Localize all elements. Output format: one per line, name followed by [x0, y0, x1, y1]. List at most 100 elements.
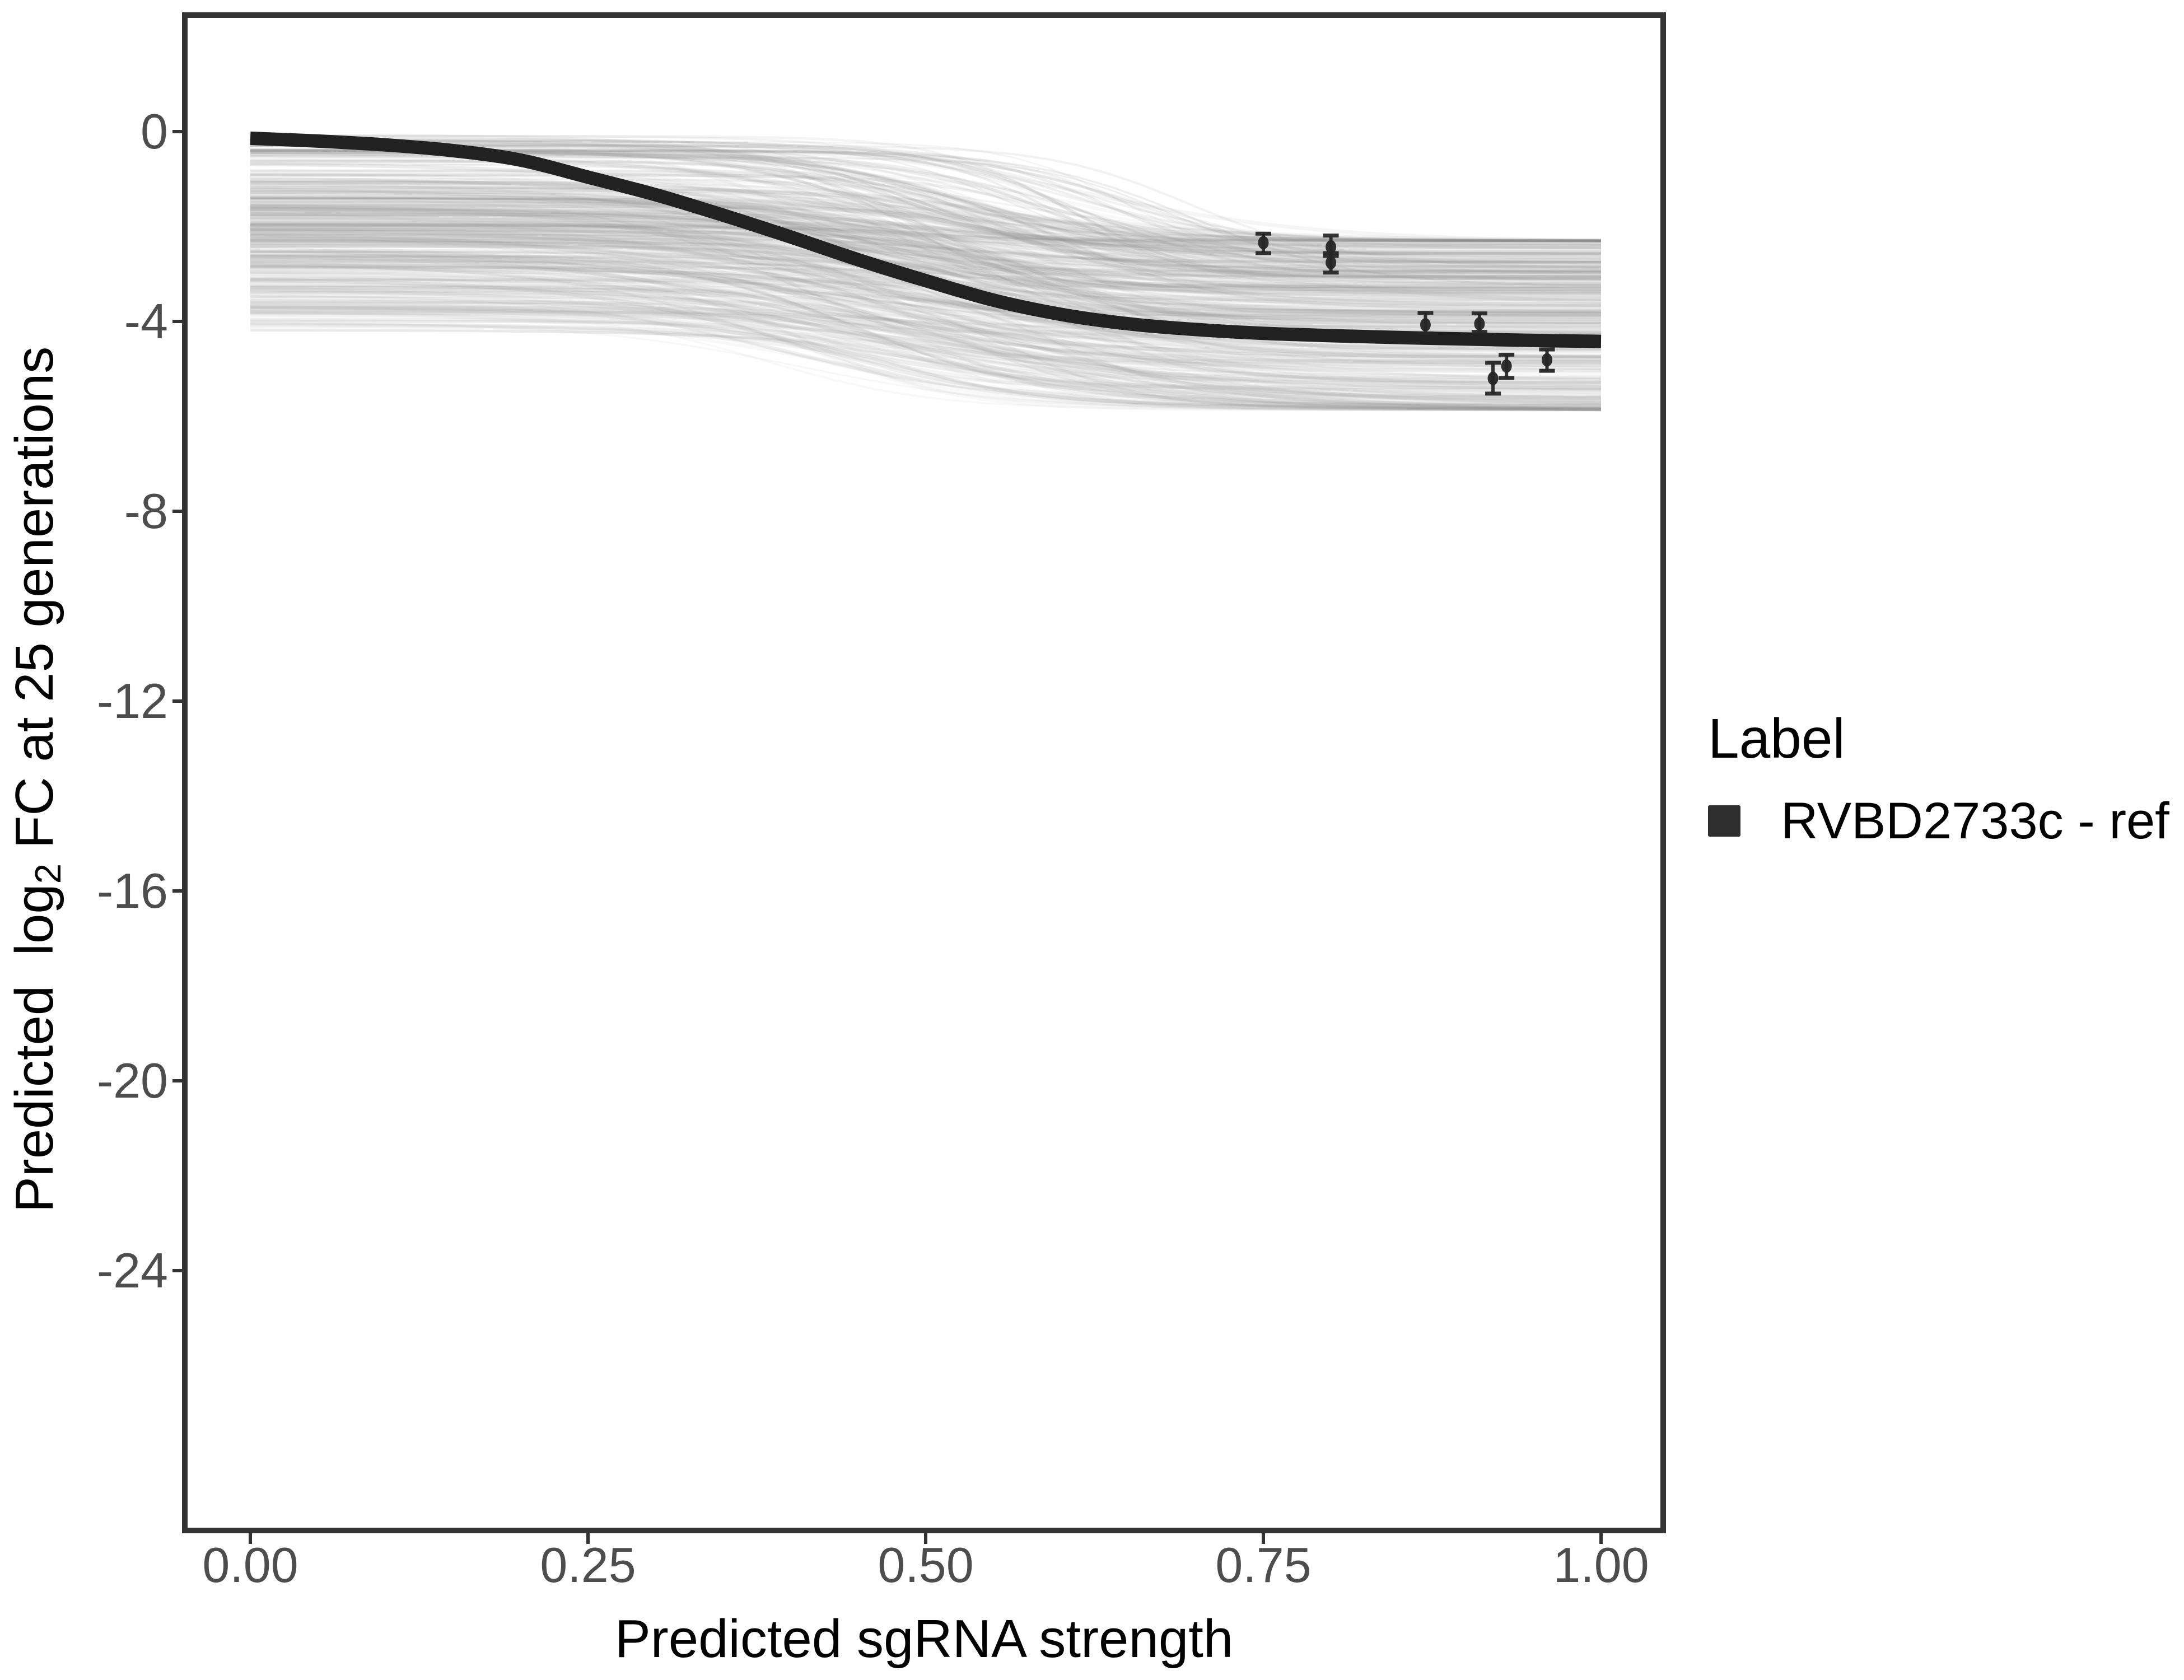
- ensemble-sample-curve: [250, 179, 1601, 273]
- ensemble-sample-curve: [250, 223, 1602, 264]
- ensemble-sample-curve: [250, 163, 1602, 242]
- ensemble-sample-curve: [250, 308, 1602, 402]
- ensemble-sample-curve: [250, 217, 1602, 274]
- ensemble-sample-curve: [250, 214, 1601, 313]
- ensemble-sample-curve: [250, 265, 1602, 367]
- ensemble-sample-curve: [250, 314, 1602, 392]
- ensemble-sample-curve: [250, 306, 1602, 400]
- ensemble-sample-curve: [250, 138, 1601, 253]
- ensemble-sample-curve: [250, 227, 1602, 330]
- ensemble-sample-curve: [250, 186, 1602, 314]
- ensemble-sample-curve: [250, 144, 1601, 251]
- ensemble-sample-curve: [250, 141, 1601, 269]
- ensemble-sample-curve: [250, 212, 1601, 265]
- ensemble-sample-curve: [250, 189, 1602, 279]
- ensemble-sample-curve: [250, 321, 1602, 399]
- ensemble-sample-curve: [250, 198, 1601, 350]
- ensemble-sample-curve: [250, 242, 1602, 384]
- ensemble-sample-curve: [250, 217, 1601, 324]
- ensemble-sample-curve: [250, 185, 1601, 279]
- axis-ticks: [172, 130, 1603, 1544]
- ensemble-sample-curve: [250, 243, 1602, 396]
- ensemble-sample-curve: [250, 246, 1602, 390]
- ensemble-sample-curve: [250, 190, 1601, 243]
- ensemble-sample-curve: [250, 230, 1602, 307]
- ensemble-sample-curve: [250, 216, 1602, 313]
- ensemble-sample-curve: [250, 220, 1601, 317]
- ensemble-sample-curve: [250, 183, 1601, 243]
- ensemble-sample-curve: [250, 144, 1602, 265]
- ensemble-sample-curve: [250, 197, 1602, 307]
- ensemble-sample-curve: [250, 307, 1602, 388]
- ensemble-sample-curve: [250, 181, 1601, 314]
- ensemble-sample-curve: [250, 200, 1601, 242]
- ensemble-sample-curve: [250, 282, 1602, 392]
- y-axis-title-prefix: Predicted log: [4, 884, 64, 1213]
- ensemble-sample-curve: [250, 208, 1601, 315]
- ensemble-sample-curve: [250, 197, 1602, 286]
- ensemble-sample-curve: [250, 262, 1601, 285]
- ensemble-sample-curve: [250, 185, 1602, 242]
- ensemble-sample-curve: [250, 232, 1602, 374]
- ensemble-sample-curve: [250, 211, 1601, 291]
- ensemble-sample-curve: [250, 160, 1601, 295]
- legend-entry: RVBD2733c - ref: [1708, 792, 2184, 850]
- ensemble-sample-curve: [250, 203, 1602, 243]
- ensemble-sample-curve: [250, 133, 1602, 262]
- ensemble-sample-curve: [250, 200, 1601, 242]
- ensemble-sample-curve: [250, 221, 1602, 308]
- ensemble-sample-curve: [250, 290, 1602, 410]
- ensemble-sample-curve: [250, 212, 1602, 311]
- ensemble-sample-curve: [250, 172, 1601, 296]
- x-axis-title: Predicted sgRNA strength: [614, 1609, 1234, 1669]
- ensemble-sample-curve: [250, 288, 1602, 370]
- ensemble-sample-curve: [250, 182, 1602, 271]
- ensemble-sample-curve: [250, 190, 1601, 242]
- ensemble-sample-curve: [250, 269, 1602, 394]
- ensemble-sample-curve: [250, 237, 1601, 263]
- ensemble-sample-curve: [250, 304, 1602, 411]
- ensemble-sample-curve: [250, 174, 1601, 289]
- ensemble-sample-curve: [250, 251, 1601, 288]
- ensemble-sample-curve: [250, 176, 1602, 270]
- ensemble-sample-curve: [250, 198, 1601, 242]
- ensemble-sample-curve: [250, 258, 1601, 405]
- ensemble-sample-curve: [250, 143, 1602, 269]
- ensemble-sample-curve: [250, 137, 1602, 243]
- ensemble-sample-curve: [250, 235, 1602, 351]
- ensemble-sample-curve: [250, 188, 1601, 307]
- ensemble-sample-curve: [250, 296, 1601, 382]
- ensemble-sample-curve: [250, 186, 1601, 254]
- ensemble-sample-curve: [250, 234, 1601, 270]
- legend-line-swatch: [1708, 805, 1740, 837]
- ensemble-sample-curve: [250, 329, 1602, 407]
- ensemble-sample-curve: [250, 209, 1602, 296]
- ensemble-sample-curve: [250, 279, 1601, 314]
- ensemble-sample-curve: [250, 309, 1602, 368]
- ensemble-sample-curve: [250, 323, 1602, 402]
- ensemble-sample-curve: [250, 266, 1602, 289]
- ensemble-sample-curve: [250, 194, 1601, 327]
- ensemble-sample-curve: [250, 226, 1602, 318]
- ensemble-sample-curve: [250, 135, 1601, 272]
- ensemble-sample-curve: [250, 312, 1601, 412]
- ensemble-sample-curve: [250, 179, 1602, 269]
- ensemble-sample-curve: [250, 235, 1601, 367]
- y-axis-title-subscript: 2: [27, 863, 69, 884]
- ensemble-sample-curve: [250, 234, 1601, 275]
- data-point-with-errorbar: [1539, 347, 1555, 373]
- ensemble-sample-curve: [250, 201, 1601, 281]
- ensemble-sample-curve: [250, 180, 1602, 242]
- ensemble-sample-curve: [250, 144, 1601, 269]
- ensemble-sample-curve: [250, 323, 1601, 393]
- ensemble-sample-curve: [250, 295, 1602, 411]
- ensemble-sample-curve: [250, 214, 1601, 245]
- ensemble-sample-curve: [250, 310, 1602, 410]
- ensemble-sample-curve: [250, 233, 1602, 307]
- ensemble-sample-curve: [250, 181, 1601, 274]
- ensemble-sample-curve: [250, 304, 1602, 397]
- ensemble-sample-curve: [250, 207, 1601, 320]
- data-point-marker: [1326, 240, 1337, 254]
